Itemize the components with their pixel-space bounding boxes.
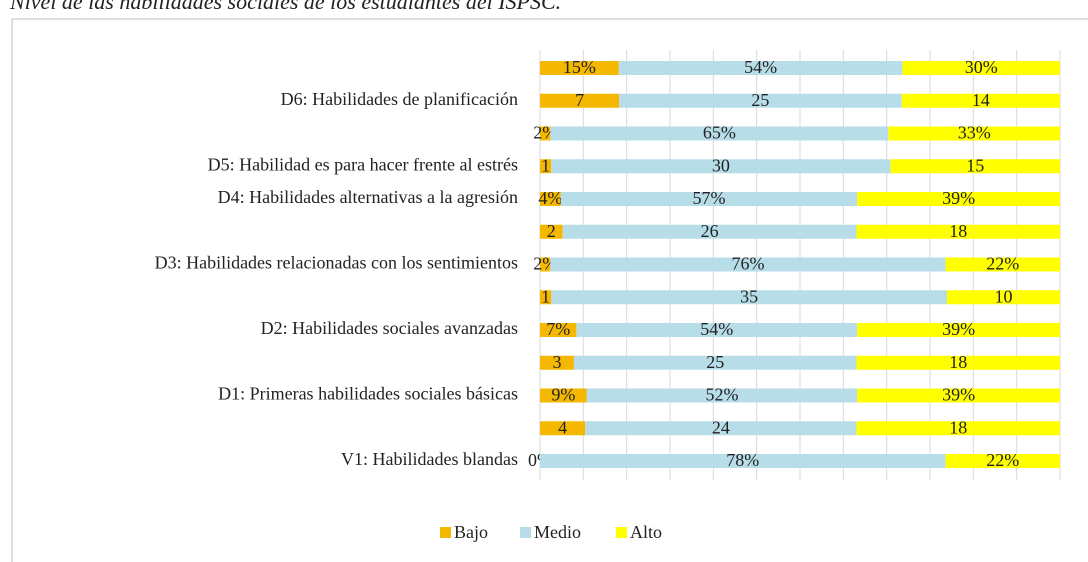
bar-segment xyxy=(540,126,551,141)
y-tick-label: D5: Habilidad es para hacer frente al es… xyxy=(208,154,518,174)
legend-label: Bajo xyxy=(454,522,488,542)
bar-segment xyxy=(857,192,1060,206)
data-label: 1 xyxy=(541,286,550,306)
data-label: 22% xyxy=(986,450,1019,470)
data-label: 65% xyxy=(703,123,736,143)
bar-segment xyxy=(540,454,946,468)
bar-segment xyxy=(857,323,1060,337)
data-label: 18 xyxy=(949,417,967,437)
bar-segment xyxy=(618,61,903,75)
bar-segment xyxy=(856,421,1060,436)
data-label: 33% xyxy=(958,123,991,143)
data-label: 4 xyxy=(558,417,567,437)
data-label: 1 xyxy=(541,155,550,175)
bar-segment xyxy=(576,323,858,337)
bar-segment xyxy=(856,355,1060,370)
y-tick-label: D4: Habilidades alternativas a la agresi… xyxy=(218,187,518,207)
bar-segment xyxy=(540,61,619,75)
bar-segment xyxy=(856,224,1060,239)
bar-segment xyxy=(888,126,1060,141)
bar-segment xyxy=(540,355,574,370)
bar-segment xyxy=(540,159,552,174)
legend-swatch xyxy=(440,527,451,538)
bar-segment xyxy=(945,257,1060,272)
bar-segment xyxy=(540,257,551,272)
bar-segment xyxy=(901,93,1060,108)
bar-segment xyxy=(551,290,947,305)
data-label: 15% xyxy=(563,57,596,77)
data-label: 54% xyxy=(700,319,733,339)
data-label: 39% xyxy=(942,385,975,405)
bar-segment xyxy=(540,290,552,305)
bar-segment xyxy=(540,224,563,239)
data-label: 24 xyxy=(712,417,730,437)
bar-segment xyxy=(619,93,902,108)
bar-segment xyxy=(550,126,889,141)
data-label: 26 xyxy=(701,221,719,241)
bar-segment xyxy=(890,159,1060,174)
bar-segment xyxy=(540,388,587,403)
bar-segment xyxy=(946,290,1060,305)
y-tick-label: D1: Primeras habilidades sociales básica… xyxy=(218,384,518,404)
bar-segment xyxy=(550,257,946,272)
bar-segment xyxy=(857,388,1060,403)
bar-segment xyxy=(551,159,891,174)
data-label: 3 xyxy=(552,352,561,372)
data-label: 39% xyxy=(942,319,975,339)
legend-swatch xyxy=(616,527,627,538)
data-label: 14 xyxy=(972,90,990,110)
data-label: 25 xyxy=(751,90,769,110)
legend-swatch xyxy=(520,527,531,538)
data-label: 30 xyxy=(712,155,730,175)
data-label: 7 xyxy=(575,90,584,110)
data-label: 15 xyxy=(966,155,984,175)
bar-segment xyxy=(560,192,858,206)
bar-segment xyxy=(573,355,857,370)
y-tick-label: D2: Habilidades sociales avanzadas xyxy=(261,318,518,338)
legend-label: Alto xyxy=(630,522,662,542)
y-tick-label: V1: Habilidades blandas xyxy=(341,449,518,469)
data-label: 39% xyxy=(942,188,975,208)
bar-segment xyxy=(540,323,577,337)
y-tick-label: D6: Habilidades de planificación xyxy=(281,89,518,109)
bar-segment xyxy=(540,421,586,436)
data-label: 54% xyxy=(744,57,777,77)
data-label: 57% xyxy=(693,188,726,208)
bar-segment xyxy=(562,224,857,239)
data-label: 52% xyxy=(706,385,739,405)
y-tick-label: D3: Habilidades relacionadas con los sen… xyxy=(155,253,518,273)
data-label: 22% xyxy=(986,254,1019,274)
data-label: 4% xyxy=(538,188,562,208)
bar-segment xyxy=(945,454,1060,468)
data-label: 25 xyxy=(706,352,724,372)
legend-label: Medio xyxy=(534,522,581,542)
bar-segment xyxy=(586,388,858,403)
bar-segment xyxy=(902,61,1060,75)
data-label: 76% xyxy=(732,254,765,274)
bar-segment xyxy=(540,93,620,108)
data-label: 2 xyxy=(547,221,556,241)
data-label: 78% xyxy=(726,450,759,470)
data-label: 18 xyxy=(949,352,967,372)
data-label: 35 xyxy=(740,286,758,306)
bar-segment xyxy=(540,192,561,206)
chart-title: Nivel de las habilidades sociales de los… xyxy=(9,0,561,14)
data-label: 9% xyxy=(551,385,575,405)
data-label: 7% xyxy=(546,319,570,339)
data-label: 18 xyxy=(949,221,967,241)
data-label: 10 xyxy=(994,286,1012,306)
data-label: 30% xyxy=(965,57,998,77)
bar-segment xyxy=(585,421,857,436)
